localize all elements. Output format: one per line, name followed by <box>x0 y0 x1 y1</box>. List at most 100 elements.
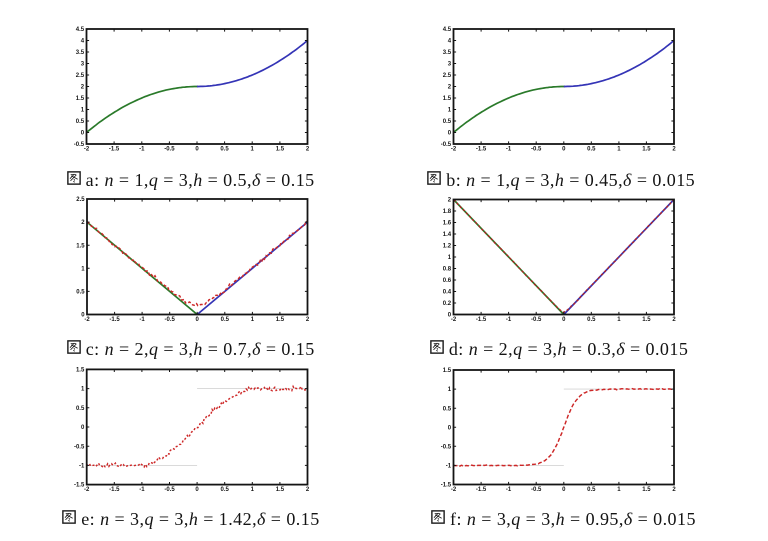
svg-text:0.5: 0.5 <box>221 487 230 493</box>
svg-text:0.2: 0.2 <box>443 301 452 307</box>
svg-text:1.5: 1.5 <box>443 368 452 374</box>
svg-text:0.5: 0.5 <box>587 146 596 152</box>
svg-text:0.5: 0.5 <box>221 317 230 323</box>
svg-text:2: 2 <box>672 146 676 152</box>
svg-text:-1.5: -1.5 <box>109 317 120 323</box>
svg-text:0.5: 0.5 <box>220 146 229 152</box>
svg-text:1.5: 1.5 <box>642 317 651 323</box>
svg-text:-0.5: -0.5 <box>531 317 542 323</box>
svg-text:1.6: 1.6 <box>443 221 452 227</box>
svg-text:-1.5: -1.5 <box>74 483 85 489</box>
svg-text:1: 1 <box>617 317 621 323</box>
svg-text:0: 0 <box>81 425 85 431</box>
svg-text:2.5: 2.5 <box>443 73 452 79</box>
svg-text:-1: -1 <box>139 487 145 493</box>
svg-text:1: 1 <box>81 266 85 272</box>
svg-text:0: 0 <box>81 131 85 137</box>
svg-text:-0.5: -0.5 <box>74 142 85 148</box>
svg-text:-1.5: -1.5 <box>476 146 487 152</box>
svg-text:2: 2 <box>81 220 85 226</box>
svg-text:4: 4 <box>81 39 85 45</box>
svg-text:1: 1 <box>448 108 452 114</box>
svg-text:-1: -1 <box>139 317 145 323</box>
svg-text:0.4: 0.4 <box>443 290 452 296</box>
svg-text:1.8: 1.8 <box>443 209 452 215</box>
svg-text:1.5: 1.5 <box>276 146 285 152</box>
svg-text:1.4: 1.4 <box>443 232 452 238</box>
svg-text:2.5: 2.5 <box>76 73 85 79</box>
svg-text:1.5: 1.5 <box>76 368 85 374</box>
svg-text:-2: -2 <box>84 487 90 493</box>
svg-text:0.5: 0.5 <box>443 119 452 125</box>
svg-text:-2: -2 <box>84 317 90 323</box>
svg-text:-0.5: -0.5 <box>164 146 175 152</box>
svg-text:1: 1 <box>617 146 621 152</box>
svg-text:-1.5: -1.5 <box>109 146 120 152</box>
svg-text:-2: -2 <box>451 317 457 323</box>
svg-text:1: 1 <box>251 317 255 323</box>
svg-text:1: 1 <box>251 487 255 493</box>
svg-text:1: 1 <box>81 387 85 393</box>
svg-text:0: 0 <box>562 146 566 152</box>
svg-text:1.5: 1.5 <box>443 96 452 102</box>
svg-text:-0.5: -0.5 <box>441 142 452 148</box>
svg-text:0.5: 0.5 <box>587 487 596 493</box>
svg-text:2: 2 <box>306 317 310 323</box>
svg-text:1: 1 <box>251 146 255 152</box>
svg-text:0: 0 <box>195 146 199 152</box>
svg-text:-1.5: -1.5 <box>441 483 452 489</box>
svg-text:1.5: 1.5 <box>642 146 651 152</box>
svg-text:-2: -2 <box>451 487 457 493</box>
svg-text:0.5: 0.5 <box>443 406 452 412</box>
svg-text:2: 2 <box>672 487 676 493</box>
svg-text:4.5: 4.5 <box>443 27 452 33</box>
svg-text:0: 0 <box>81 313 85 319</box>
svg-text:0: 0 <box>196 317 200 323</box>
svg-text:0: 0 <box>448 313 452 319</box>
svg-text:0.8: 0.8 <box>443 267 452 273</box>
svg-text:2.5: 2.5 <box>76 197 85 203</box>
svg-text:2: 2 <box>306 146 310 152</box>
svg-text:0: 0 <box>195 487 199 493</box>
svg-text:-0.5: -0.5 <box>441 444 452 450</box>
svg-text:-0.5: -0.5 <box>164 487 175 493</box>
svg-text:0.5: 0.5 <box>76 406 85 412</box>
svg-text:4: 4 <box>448 39 452 45</box>
svg-text:1: 1 <box>448 255 452 261</box>
svg-text:-0.5: -0.5 <box>165 317 176 323</box>
svg-text:1.5: 1.5 <box>76 243 85 249</box>
svg-text:-2: -2 <box>451 146 457 152</box>
svg-text:-1: -1 <box>506 317 512 323</box>
svg-text:-1.5: -1.5 <box>476 317 487 323</box>
svg-text:0.6: 0.6 <box>443 278 452 284</box>
svg-text:4.5: 4.5 <box>76 27 85 33</box>
svg-text:-1: -1 <box>446 464 452 470</box>
svg-text:0.5: 0.5 <box>76 290 85 296</box>
svg-text:0: 0 <box>562 317 566 323</box>
svg-text:0.5: 0.5 <box>587 317 596 323</box>
svg-text:2: 2 <box>448 85 452 91</box>
svg-text:3: 3 <box>448 62 452 68</box>
svg-text:-1.5: -1.5 <box>476 487 487 493</box>
svg-text:0.5: 0.5 <box>76 119 85 125</box>
svg-text:3.5: 3.5 <box>76 50 85 56</box>
svg-text:2: 2 <box>306 487 310 493</box>
svg-text:-1: -1 <box>139 146 145 152</box>
svg-text:1.5: 1.5 <box>276 487 285 493</box>
svg-text:-1.5: -1.5 <box>109 487 120 493</box>
svg-text:1: 1 <box>617 487 621 493</box>
svg-text:3: 3 <box>81 62 85 68</box>
svg-text:-2: -2 <box>84 146 90 152</box>
svg-text:1: 1 <box>448 387 452 393</box>
svg-text:1.5: 1.5 <box>76 96 85 102</box>
svg-text:0: 0 <box>562 487 566 493</box>
svg-text:-1: -1 <box>506 487 512 493</box>
svg-text:-1: -1 <box>506 146 512 152</box>
svg-text:-1: -1 <box>79 464 85 470</box>
svg-text:1.5: 1.5 <box>642 487 651 493</box>
svg-text:-0.5: -0.5 <box>74 444 85 450</box>
svg-text:2: 2 <box>448 198 452 204</box>
svg-text:2: 2 <box>81 85 85 91</box>
svg-text:1: 1 <box>81 108 85 114</box>
svg-text:-0.5: -0.5 <box>531 146 542 152</box>
